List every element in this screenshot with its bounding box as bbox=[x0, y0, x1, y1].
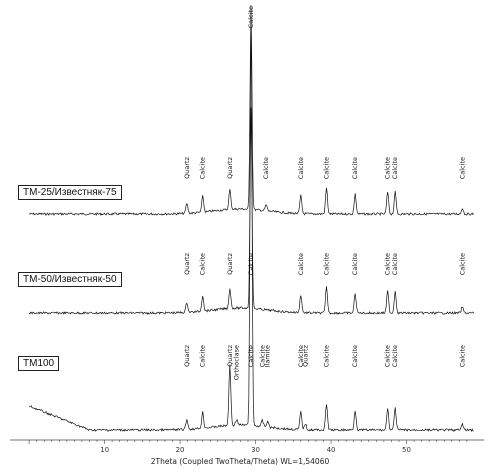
sample-label: TM100 bbox=[18, 356, 60, 371]
series-trace bbox=[28, 4, 474, 433]
peak-label: Quartz bbox=[226, 252, 234, 274]
peak-label: Calcite bbox=[351, 157, 359, 179]
peak-label: Calcite bbox=[391, 253, 399, 275]
x-axis-title: 2Theta (Coupled TwoTheta/Theta) WL=1,540… bbox=[151, 457, 330, 466]
peak-label: Calcite bbox=[297, 157, 305, 179]
x-tick-label: 50 bbox=[402, 446, 411, 454]
peak-label: Quartz bbox=[183, 156, 191, 178]
sample-label: TM-50/Известняк-50 bbox=[18, 272, 122, 287]
peak-label: Ilamite bbox=[264, 345, 272, 367]
peak-label: Calcite bbox=[384, 345, 392, 367]
peak-label: Calcite bbox=[458, 253, 466, 275]
peak-label: Quartz bbox=[183, 252, 191, 274]
sample-label: TM-25/Известняк-75 bbox=[18, 185, 122, 200]
peak-label: Calcite bbox=[384, 157, 392, 179]
peak-label: Calcite bbox=[351, 253, 359, 275]
x-tick-label: 30 bbox=[251, 446, 260, 454]
peak-label: Calcite bbox=[199, 157, 207, 179]
peak-label: Calcite bbox=[323, 157, 331, 179]
peak-label: Calcite bbox=[323, 253, 331, 275]
peak-label: Quartz bbox=[226, 156, 234, 178]
peak-label: Quartz bbox=[226, 344, 234, 366]
x-tick-label: 10 bbox=[100, 446, 109, 454]
peak-label: Calcite bbox=[262, 157, 270, 179]
peak-label: Calcite bbox=[199, 253, 207, 275]
peak-label: Calcite bbox=[391, 157, 399, 179]
peak-label: Calcite bbox=[323, 345, 331, 367]
peak-label: Orthoclase bbox=[233, 345, 241, 380]
diffraction-traces bbox=[28, 4, 475, 433]
peak-label: Calcite bbox=[247, 253, 255, 275]
peak-label: Quartz bbox=[183, 344, 191, 366]
peak-label: Quartz bbox=[301, 344, 309, 366]
peak-label: Calcite bbox=[384, 253, 392, 275]
peak-label: Calcite bbox=[391, 345, 399, 367]
peak-label: Calcite bbox=[297, 253, 305, 275]
x-tick-label: 40 bbox=[327, 446, 336, 454]
peak-label: Calcite bbox=[247, 345, 255, 367]
peak-label: Calcite bbox=[297, 345, 305, 367]
peak-label: Calcite bbox=[258, 345, 266, 367]
peak-label: Calcite bbox=[247, 6, 255, 28]
peak-label: Calcite bbox=[351, 345, 359, 367]
x-tick-label: 20 bbox=[176, 446, 185, 454]
series-trace bbox=[28, 107, 475, 315]
x-axis: 10 20 30 40 50 bbox=[10, 439, 484, 454]
peak-label: Calcite bbox=[199, 345, 207, 367]
peak-label: Calcite bbox=[458, 345, 466, 367]
peak-label: Calcite bbox=[458, 157, 466, 179]
